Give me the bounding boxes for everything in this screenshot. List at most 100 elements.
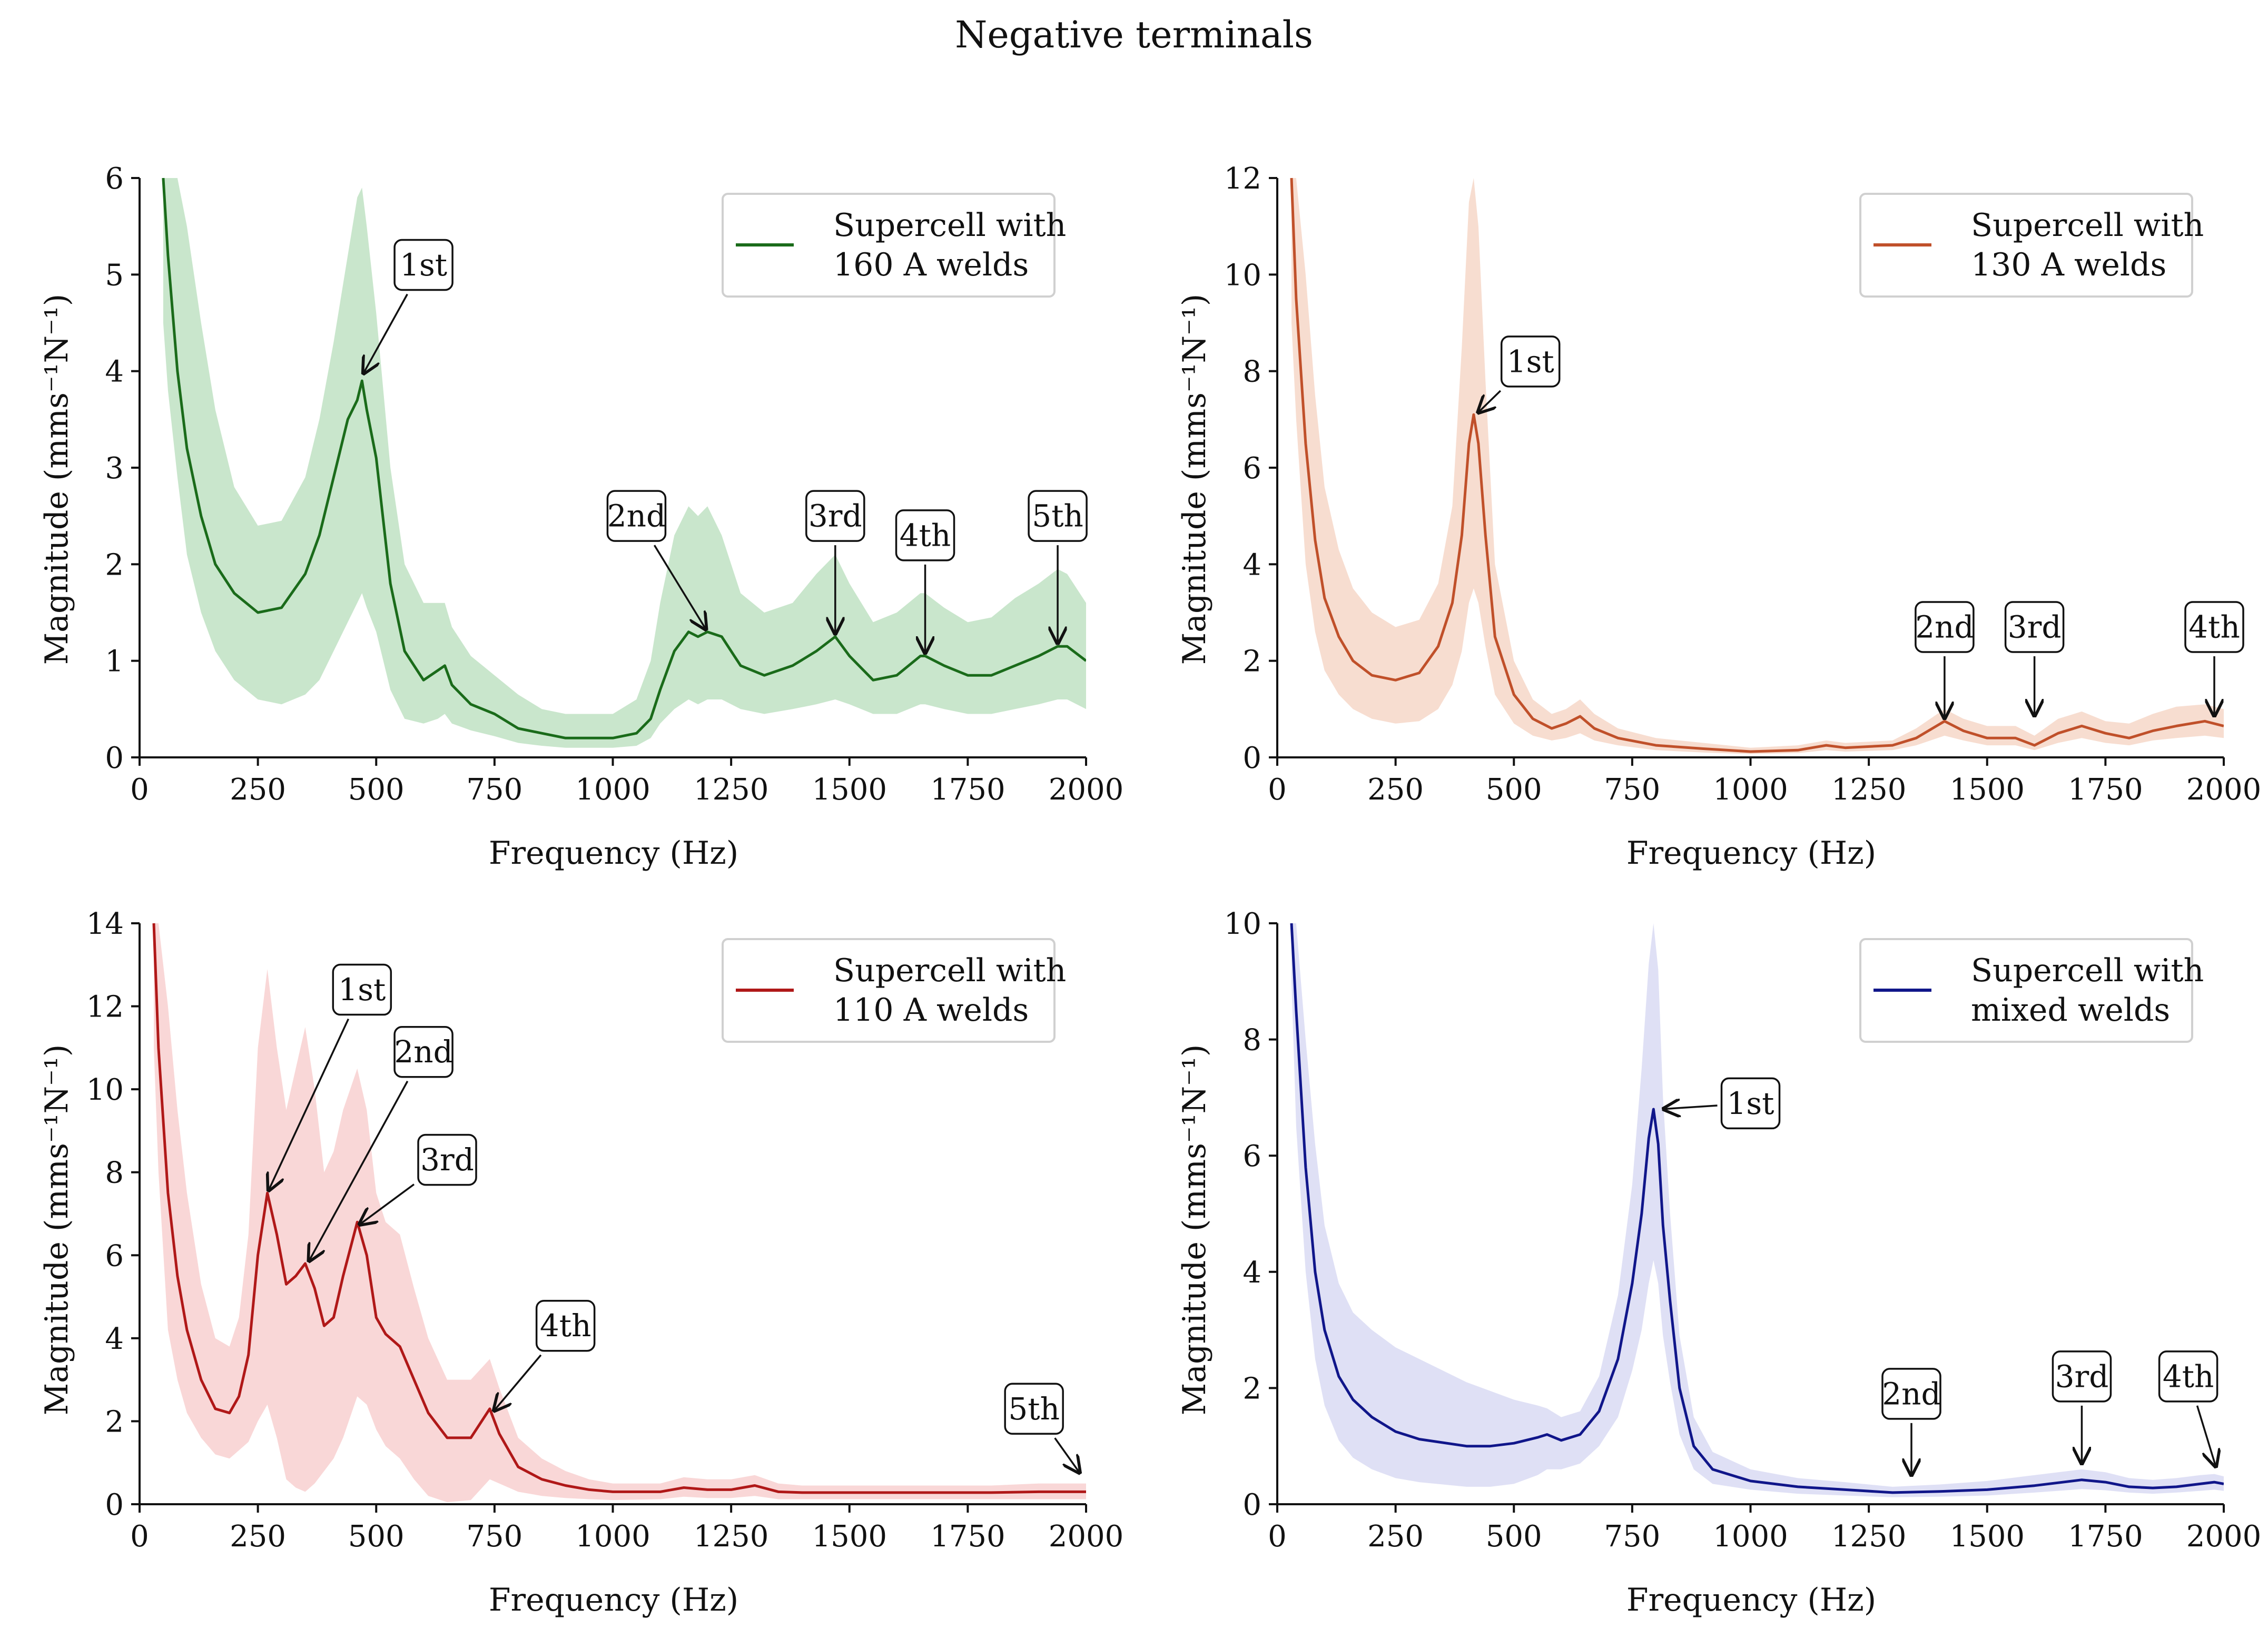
annotation-p160-5: 5th — [1028, 490, 1088, 643]
ytick-label-p160: 3 — [105, 451, 124, 486]
xtick-label-p160: 1000 — [575, 773, 650, 807]
annotation-box — [1028, 490, 1088, 542]
ytick-label-p160: 1 — [105, 645, 124, 679]
annotation-arrow — [2196, 1405, 2216, 1466]
xtick-label-p130: 500 — [1486, 773, 1542, 807]
annotation-box — [606, 490, 667, 542]
legend-label-line1-p110: Supercell with — [833, 952, 1066, 989]
annotation-label: 2nd — [394, 1034, 452, 1070]
annotation-p130-4: 4th — [2184, 601, 2244, 716]
annotation-p110-4: 4th — [494, 1299, 596, 1410]
annotation-label: 2nd — [607, 498, 666, 534]
figure-title: Negative terminals — [955, 13, 1313, 56]
panel-130a: Magnitude (mms⁻¹N⁻¹) Frequency (Hz) 0 250… — [1176, 162, 2261, 872]
xtick-label-pmixed: 500 — [1486, 1519, 1542, 1554]
xtick-label-p110: 2000 — [1049, 1519, 1124, 1554]
xtick-label-pmixed: 1750 — [2068, 1519, 2143, 1554]
xtick-label-p130: 0 — [1268, 773, 1287, 807]
legend-label-line2-p110: 110 A welds — [833, 992, 1029, 1029]
annotation-p110-2: 2nd — [309, 1025, 453, 1261]
confidence-band-p110 — [154, 923, 1086, 1503]
annotation-box — [393, 1025, 453, 1078]
annotation-p160-2: 2nd — [606, 490, 706, 629]
xtick-label-p110: 1000 — [575, 1519, 650, 1554]
annotation-arrow — [1664, 1106, 1718, 1109]
annotation-label: 1st — [400, 247, 447, 283]
xtick-label-p130: 250 — [1367, 773, 1424, 807]
ylabel-110a: Magnitude (mms⁻¹N⁻¹) — [38, 1044, 75, 1416]
annotation-label: 3rd — [2008, 609, 2062, 645]
xtick-label-pmixed: 0 — [1268, 1519, 1287, 1554]
ytick-label-p110: 10 — [86, 1073, 124, 1107]
xtick-label-pmixed: 750 — [1604, 1519, 1660, 1554]
annotation-label: 5th — [1008, 1391, 1060, 1427]
annotation-p110-5: 5th — [1004, 1383, 1079, 1473]
xlabel-110a: Frequency (Hz) — [489, 1582, 738, 1619]
annotation-box — [1500, 336, 1561, 388]
annotation-box — [535, 1299, 596, 1352]
annotation-label: 4th — [2188, 609, 2240, 645]
annotation-p130-1: 1st — [1478, 336, 1561, 412]
annotation-box — [805, 490, 865, 542]
xtick-label-p130: 1250 — [1831, 773, 1907, 807]
xtick-label-p110: 250 — [230, 1519, 286, 1554]
xtick-label-pmixed: 2000 — [2186, 1519, 2262, 1554]
annotation-box — [2052, 1350, 2112, 1403]
ytick-label-p130: 0 — [1243, 741, 1261, 775]
xtick-label-p130: 1500 — [1949, 773, 2025, 807]
xtick-label-pmixed: 250 — [1367, 1519, 1424, 1554]
xtick-label-p160: 1500 — [812, 773, 887, 807]
annotation-p110-3: 3rd — [360, 1133, 477, 1225]
xtick-label-pmixed: 1000 — [1713, 1519, 1788, 1554]
annotation-pmixed-1: 1st — [1664, 1077, 1781, 1130]
annotation-box — [393, 239, 453, 291]
ytick-label-pmixed: 2 — [1243, 1371, 1261, 1406]
ytick-label-p160: 2 — [105, 548, 124, 582]
annotation-arrow — [494, 1354, 542, 1410]
legend-label-line1-p160: Supercell with — [833, 207, 1066, 244]
ylabel-mixed: Magnitude (mms⁻¹N⁻¹) — [1176, 1044, 1213, 1416]
xtick-label-p110: 0 — [130, 1519, 149, 1554]
ytick-label-p130: 6 — [1243, 451, 1261, 486]
xtick-label-pmixed: 1250 — [1831, 1519, 1907, 1554]
annotation-box — [1881, 1368, 1941, 1420]
annotation-label: 3rd — [2055, 1358, 2109, 1394]
annotation-box — [332, 963, 392, 1016]
annotation-label: 1st — [1727, 1086, 1774, 1121]
annotation-arrow — [269, 1018, 350, 1190]
ytick-label-pmixed: 4 — [1243, 1256, 1261, 1290]
legend-label-line2-p160: 160 A welds — [833, 246, 1029, 283]
confidence-band-p130 — [1291, 178, 2224, 754]
ytick-label-pmixed: 8 — [1243, 1023, 1261, 1058]
ytick-label-p110: 6 — [105, 1239, 124, 1273]
panel-110a: Magnitude (mms⁻¹N⁻¹) Frequency (Hz) 0 250… — [38, 907, 1123, 1619]
annotation-label: 3rd — [420, 1142, 474, 1178]
series-line-p160 — [162, 177, 1086, 739]
xlabel-mixed: Frequency (Hz) — [1626, 1582, 1876, 1619]
ylabel-130a: Magnitude (mms⁻¹N⁻¹) — [1176, 294, 1213, 665]
annotation-box — [417, 1133, 477, 1186]
annotation-pmixed-3: 3rd — [2052, 1350, 2112, 1463]
annotation-label: 3rd — [808, 498, 862, 534]
annotation-label: 1st — [1507, 343, 1554, 379]
annotation-arrow — [653, 545, 706, 629]
annotation-arrow — [1478, 390, 1502, 412]
confidence-band-pmixed — [1291, 923, 2224, 1497]
annotation-box — [1004, 1383, 1064, 1435]
series-line-p130 — [1290, 177, 2224, 753]
legend-label-line1-pmixed: Supercell with — [1971, 952, 2204, 989]
ytick-label-p130: 10 — [1224, 258, 1261, 292]
ytick-label-pmixed: 10 — [1224, 907, 1261, 941]
annotation-label: 4th — [900, 517, 951, 553]
xtick-label-p160: 1250 — [694, 773, 769, 807]
ytick-label-pmixed: 0 — [1243, 1488, 1261, 1522]
ytick-label-p130: 2 — [1243, 645, 1261, 679]
annotation-p160-4: 4th — [895, 509, 955, 653]
xlabel-160a: Frequency (Hz) — [489, 835, 738, 872]
annotation-arrow — [309, 1080, 409, 1261]
ytick-label-p110: 14 — [86, 907, 124, 941]
